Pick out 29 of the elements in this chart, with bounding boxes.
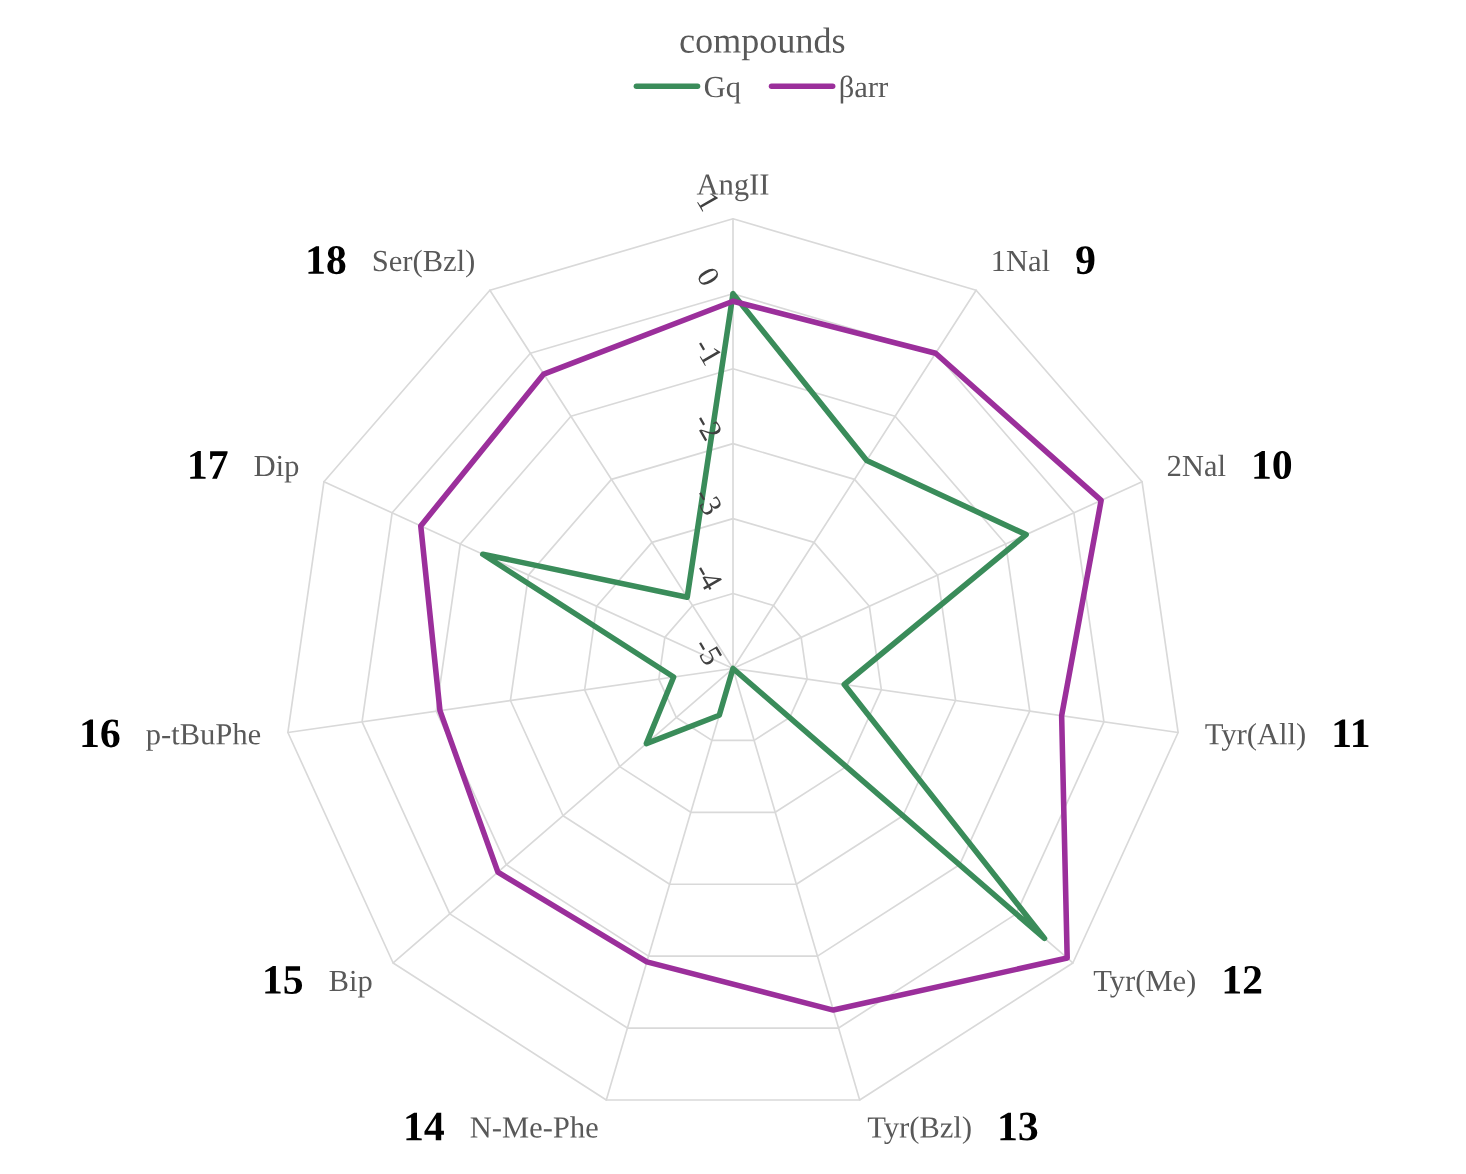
spoke-label: Tyr(Bzl) (867, 1116, 971, 1145)
spoke-label: 2Nal (1167, 454, 1226, 477)
y-tick-label: 0 (696, 265, 721, 288)
y-tick-label: -4 (693, 561, 724, 593)
text: 15 (265, 966, 303, 995)
spoke-label: Tyr(Me) (1093, 969, 1195, 998)
text: 17 (190, 451, 228, 479)
text: 16 (82, 719, 120, 748)
spoke-label: Tyr(All) (1205, 723, 1305, 751)
legend-label: βarr (840, 75, 888, 104)
legend-label: Gq (704, 76, 741, 104)
text: 10 (1254, 450, 1292, 480)
y-tick-label: -5 (693, 636, 723, 667)
spoke-label: 1Nal (993, 249, 1050, 272)
text: 14 (406, 1112, 444, 1141)
spoke-label: N-Me-Phe (470, 1116, 598, 1138)
text: 11 (1334, 719, 1369, 747)
text: 12 (1224, 966, 1262, 994)
spoke-label: Bip (329, 970, 372, 998)
text: 18 (308, 246, 346, 275)
y-tick-label: -1 (693, 336, 723, 367)
spoke-label: Dip (254, 455, 299, 483)
text: 13 (1000, 1112, 1038, 1141)
spoke-label: p-tBuPhe (146, 723, 261, 751)
y-tick-label: -3 (693, 486, 723, 517)
y-tick-label: -2 (693, 411, 723, 442)
spoke-label: Ser(Bzl) (373, 249, 474, 278)
text: 9 (1076, 246, 1095, 275)
legend-title: compounds (680, 27, 845, 61)
